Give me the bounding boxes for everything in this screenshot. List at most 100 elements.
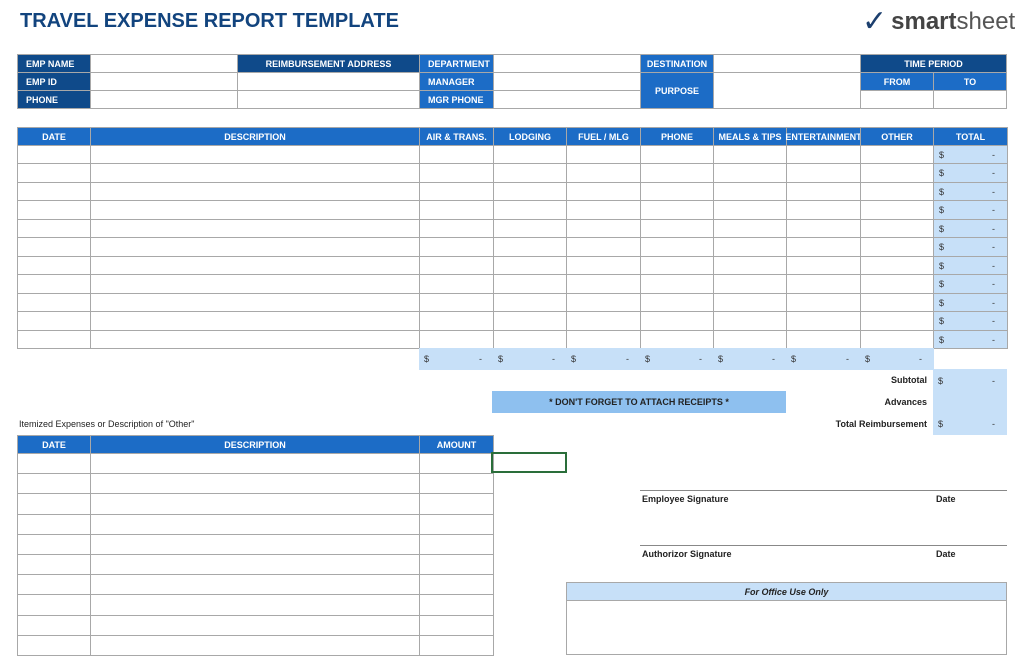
- itemized-cell[interactable]: [419, 493, 494, 515]
- expense-cell[interactable]: [566, 145, 641, 164]
- expense-cell[interactable]: [860, 274, 934, 294]
- employee-signature-line[interactable]: [640, 490, 1007, 491]
- itemized-cell[interactable]: [90, 473, 420, 494]
- expense-cell[interactable]: [640, 256, 714, 275]
- itemized-cell[interactable]: [90, 615, 420, 636]
- expense-cell[interactable]: [419, 200, 494, 220]
- expense-cell[interactable]: [419, 274, 494, 294]
- expense-cell[interactable]: [566, 182, 641, 201]
- emp-id-field[interactable]: [90, 72, 238, 91]
- selected-cell[interactable]: [491, 452, 567, 473]
- expense-cell[interactable]: [419, 163, 494, 183]
- expense-cell[interactable]: [786, 237, 861, 257]
- expense-cell[interactable]: [90, 200, 420, 220]
- expense-cell[interactable]: [860, 256, 934, 275]
- phone-field[interactable]: [90, 90, 238, 109]
- to-field[interactable]: [933, 90, 1007, 109]
- expense-cell[interactable]: [566, 200, 641, 220]
- expense-cell[interactable]: [786, 182, 861, 201]
- itemized-cell[interactable]: [419, 615, 494, 636]
- expense-cell[interactable]: [860, 237, 934, 257]
- expense-cell[interactable]: [419, 182, 494, 201]
- expense-cell[interactable]: [566, 219, 641, 238]
- itemized-cell[interactable]: [17, 473, 91, 494]
- expense-cell[interactable]: [640, 274, 714, 294]
- expense-cell[interactable]: [713, 311, 787, 331]
- itemized-cell[interactable]: [17, 635, 91, 656]
- expense-cell[interactable]: [566, 293, 641, 312]
- itemized-cell[interactable]: [90, 453, 420, 474]
- itemized-cell[interactable]: [17, 453, 91, 474]
- expense-cell[interactable]: [640, 200, 714, 220]
- expense-cell[interactable]: [786, 219, 861, 238]
- itemized-cell[interactable]: [17, 534, 91, 555]
- itemized-cell[interactable]: [90, 493, 420, 515]
- expense-cell[interactable]: [17, 256, 91, 275]
- itemized-cell[interactable]: [419, 453, 494, 474]
- expense-cell[interactable]: [419, 311, 494, 331]
- expense-cell[interactable]: [90, 145, 420, 164]
- expense-cell[interactable]: [90, 237, 420, 257]
- purpose-field[interactable]: [713, 72, 861, 109]
- expense-cell[interactable]: [493, 163, 567, 183]
- expense-cell[interactable]: [493, 293, 567, 312]
- expense-cell[interactable]: [566, 274, 641, 294]
- expense-cell[interactable]: [713, 237, 787, 257]
- itemized-cell[interactable]: [90, 574, 420, 595]
- expense-cell[interactable]: [90, 256, 420, 275]
- expense-cell[interactable]: [17, 237, 91, 257]
- expense-cell[interactable]: [786, 200, 861, 220]
- expense-cell[interactable]: [786, 311, 861, 331]
- expense-cell[interactable]: [786, 274, 861, 294]
- expense-cell[interactable]: [860, 200, 934, 220]
- expense-cell[interactable]: [566, 311, 641, 331]
- itemized-cell[interactable]: [419, 534, 494, 555]
- department-field[interactable]: [493, 54, 641, 73]
- itemized-cell[interactable]: [419, 473, 494, 494]
- expense-cell[interactable]: [713, 330, 787, 349]
- itemized-cell[interactable]: [17, 594, 91, 616]
- expense-cell[interactable]: [640, 182, 714, 201]
- expense-cell[interactable]: [640, 293, 714, 312]
- expense-cell[interactable]: [493, 274, 567, 294]
- advances-field[interactable]: [933, 391, 1007, 414]
- expense-cell[interactable]: [493, 237, 567, 257]
- itemized-cell[interactable]: [90, 594, 420, 616]
- expense-cell[interactable]: [419, 145, 494, 164]
- expense-cell[interactable]: [419, 237, 494, 257]
- expense-cell[interactable]: [640, 330, 714, 349]
- expense-cell[interactable]: [493, 219, 567, 238]
- expense-cell[interactable]: [17, 163, 91, 183]
- expense-cell[interactable]: [860, 163, 934, 183]
- destination-field[interactable]: [713, 54, 861, 73]
- expense-cell[interactable]: [493, 330, 567, 349]
- itemized-cell[interactable]: [419, 514, 494, 535]
- expense-cell[interactable]: [17, 330, 91, 349]
- from-field[interactable]: [860, 90, 934, 109]
- expense-cell[interactable]: [860, 311, 934, 331]
- itemized-cell[interactable]: [90, 534, 420, 555]
- expense-cell[interactable]: [419, 219, 494, 238]
- expense-cell[interactable]: [713, 163, 787, 183]
- itemized-cell[interactable]: [17, 615, 91, 636]
- expense-cell[interactable]: [860, 293, 934, 312]
- expense-cell[interactable]: [713, 200, 787, 220]
- itemized-cell[interactable]: [90, 635, 420, 656]
- manager-field[interactable]: [493, 72, 641, 91]
- expense-cell[interactable]: [640, 311, 714, 331]
- expense-cell[interactable]: [640, 145, 714, 164]
- expense-cell[interactable]: [493, 200, 567, 220]
- expense-cell[interactable]: [713, 274, 787, 294]
- expense-cell[interactable]: [713, 145, 787, 164]
- address-field-2[interactable]: [237, 90, 420, 109]
- expense-cell[interactable]: [713, 256, 787, 275]
- expense-cell[interactable]: [90, 274, 420, 294]
- emp-name-field[interactable]: [90, 54, 238, 73]
- expense-cell[interactable]: [90, 163, 420, 183]
- expense-cell[interactable]: [713, 219, 787, 238]
- expense-cell[interactable]: [566, 256, 641, 275]
- expense-cell[interactable]: [17, 200, 91, 220]
- itemized-cell[interactable]: [17, 554, 91, 575]
- expense-cell[interactable]: [713, 293, 787, 312]
- expense-cell[interactable]: [860, 330, 934, 349]
